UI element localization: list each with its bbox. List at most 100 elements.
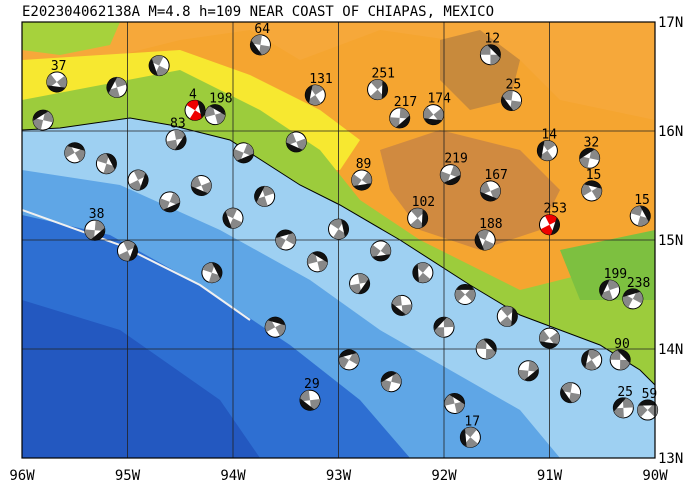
beachball xyxy=(370,240,392,262)
depth-label: 167 xyxy=(484,168,507,183)
dilatation-half xyxy=(149,58,158,76)
compression-quadrant xyxy=(351,171,372,189)
compression-quadrant xyxy=(118,240,137,261)
dilatation-half xyxy=(381,80,388,99)
compression-quadrant xyxy=(610,349,631,370)
beachball xyxy=(496,305,518,327)
dilatation-half xyxy=(483,339,497,353)
compression-quadrant xyxy=(265,318,286,336)
dilatation-half xyxy=(396,115,410,128)
dilatation-half xyxy=(305,85,313,103)
compression-quadrant xyxy=(306,85,324,106)
compression-quadrant xyxy=(330,219,347,240)
compression-quadrant xyxy=(440,165,461,184)
beachball xyxy=(422,104,444,126)
dilatation-half xyxy=(540,341,558,349)
compression-quadrant xyxy=(455,287,476,302)
dilatation-half xyxy=(460,428,467,447)
dilatation-half xyxy=(560,387,572,403)
depth-label: 90 xyxy=(614,337,630,352)
beachball xyxy=(622,288,644,310)
lon-label: 95W xyxy=(115,468,141,484)
dilatation-half xyxy=(90,228,105,241)
depth-label: 89 xyxy=(356,157,372,172)
beachball xyxy=(299,389,321,411)
title: E202304062138A M=4.8 h=109 NEAR COAST OF… xyxy=(22,4,494,20)
depth-label: 25 xyxy=(506,77,522,92)
compression-quadrant xyxy=(129,170,148,191)
compression-quadrant xyxy=(539,330,560,347)
depth-label: 59 xyxy=(642,387,658,402)
compression-quadrant xyxy=(202,262,222,283)
beachball xyxy=(304,84,326,106)
dilatation-half xyxy=(424,118,442,125)
beachball xyxy=(612,397,634,419)
depth-label: 15 xyxy=(586,168,602,183)
beachball xyxy=(222,207,244,229)
depth-label: 219 xyxy=(444,152,467,167)
compression-quadrant xyxy=(300,390,320,411)
compression-quadrant xyxy=(233,143,254,163)
beachball xyxy=(306,251,328,273)
compression-quadrant xyxy=(630,206,650,227)
beachball xyxy=(46,71,68,93)
dilatation-half xyxy=(139,173,148,190)
beachball xyxy=(433,316,455,338)
compression-quadrant xyxy=(480,181,501,201)
beachball xyxy=(439,164,461,186)
compression-quadrant xyxy=(150,55,169,76)
depth-label: 102 xyxy=(412,195,435,210)
dilatation-half xyxy=(444,175,461,185)
compression-quadrant xyxy=(84,220,105,241)
beachball xyxy=(459,426,481,448)
lon-label: 96W xyxy=(9,468,35,484)
dilatation-half xyxy=(524,368,539,381)
compression-quadrant xyxy=(540,214,559,235)
depth-label: 251 xyxy=(372,67,395,82)
compression-quadrant xyxy=(600,280,620,301)
depth-label: 15 xyxy=(634,193,650,208)
compression-quadrant xyxy=(462,427,479,448)
beachball xyxy=(454,284,476,305)
dilatation-half xyxy=(312,251,328,263)
beachball xyxy=(254,185,276,207)
dilatation-half xyxy=(391,303,406,316)
depth-label: 64 xyxy=(254,22,270,37)
dilatation-half xyxy=(250,40,262,55)
compression-quadrant xyxy=(560,382,581,403)
dilatation-half xyxy=(487,44,501,58)
beachball xyxy=(579,147,601,169)
lon-label: 90W xyxy=(642,468,668,484)
dilatation-half xyxy=(223,211,232,229)
dilatation-half xyxy=(67,142,85,151)
compression-quadrant xyxy=(46,74,67,90)
beachball xyxy=(560,382,582,404)
compression-quadrant xyxy=(518,360,539,381)
depth-label: 253 xyxy=(544,202,567,217)
dilatation-half xyxy=(107,77,118,94)
lat-label: 15N xyxy=(658,233,683,249)
dilatation-half xyxy=(475,233,485,250)
compression-quadrant xyxy=(159,192,180,212)
compression-quadrant xyxy=(476,339,497,359)
beachball xyxy=(201,262,223,284)
compression-quadrant xyxy=(501,90,522,111)
dilatation-half xyxy=(449,393,465,405)
depth-label: 198 xyxy=(209,92,232,107)
lat-label: 17N xyxy=(658,15,683,31)
beachball xyxy=(536,140,558,162)
beachball xyxy=(389,107,411,129)
beachball xyxy=(581,349,603,371)
beachball xyxy=(159,191,181,213)
depth-label: 17 xyxy=(464,414,480,429)
lat-label: 13N xyxy=(658,451,683,467)
compression-quadrant xyxy=(389,107,410,128)
compression-quadrant xyxy=(476,230,495,250)
dilatation-half xyxy=(412,264,419,282)
compression-quadrant xyxy=(33,110,54,130)
dilatation-half xyxy=(358,278,370,294)
dilatation-half xyxy=(581,350,590,368)
dilatation-half xyxy=(300,398,315,411)
beachball xyxy=(351,169,373,191)
